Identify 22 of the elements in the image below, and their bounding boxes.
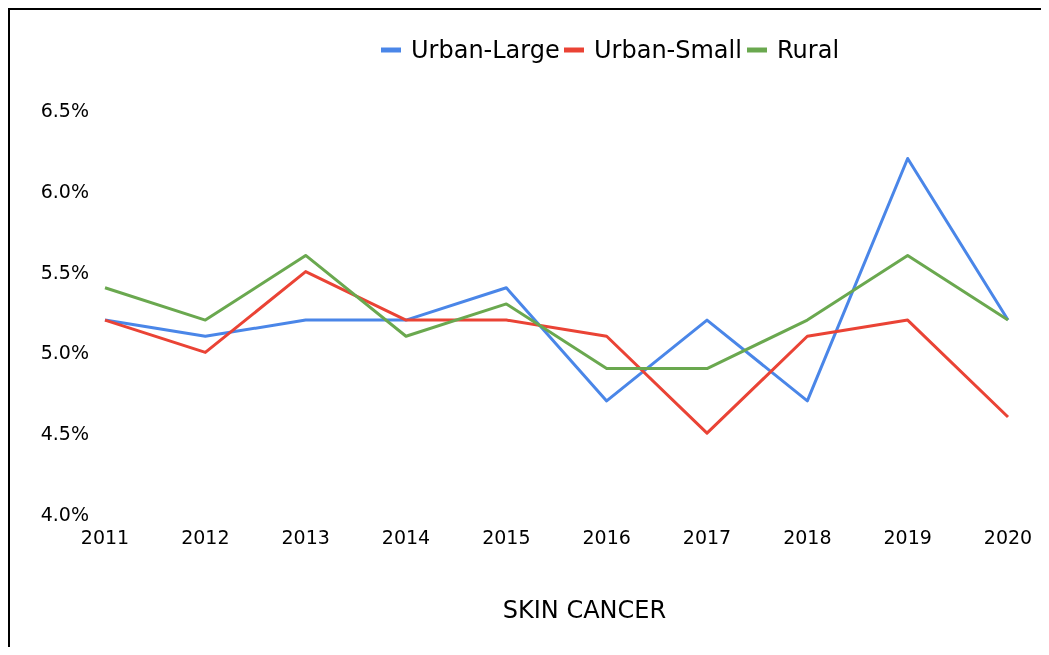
x-tick-label: 2017: [682, 526, 732, 548]
y-tick-label: 4.5%: [40, 422, 89, 445]
x-tick-label: 2016: [582, 526, 631, 548]
y-tick-label: 6.0%: [40, 179, 89, 202]
x-tick-label: 2019: [883, 526, 932, 548]
y-tick-label: 5.0%: [40, 341, 89, 364]
x-tick-label: 2018: [783, 526, 832, 548]
x-tick-label: 2013: [281, 526, 330, 548]
x-tick-label: 2020: [983, 526, 1033, 548]
y-tick-label: 4.0%: [40, 503, 89, 525]
line-series: [103, 253, 1010, 371]
x-tick-label: 2015: [482, 526, 531, 548]
legend-label: Urban-Large: [411, 36, 560, 64]
y-tick-label: 6.5%: [40, 99, 89, 121]
x-tick-label: 2012: [181, 526, 230, 548]
y-tick-label: 5.5%: [40, 260, 89, 283]
x-tick-label: 2011: [80, 526, 130, 548]
x-tick-label: 2014: [381, 526, 431, 548]
legend-label: Rural: [777, 36, 840, 64]
x-axis-title: SKIN CANCER: [502, 596, 667, 624]
legend-label: Urban-Small: [594, 36, 742, 64]
line-series: [103, 270, 1010, 435]
